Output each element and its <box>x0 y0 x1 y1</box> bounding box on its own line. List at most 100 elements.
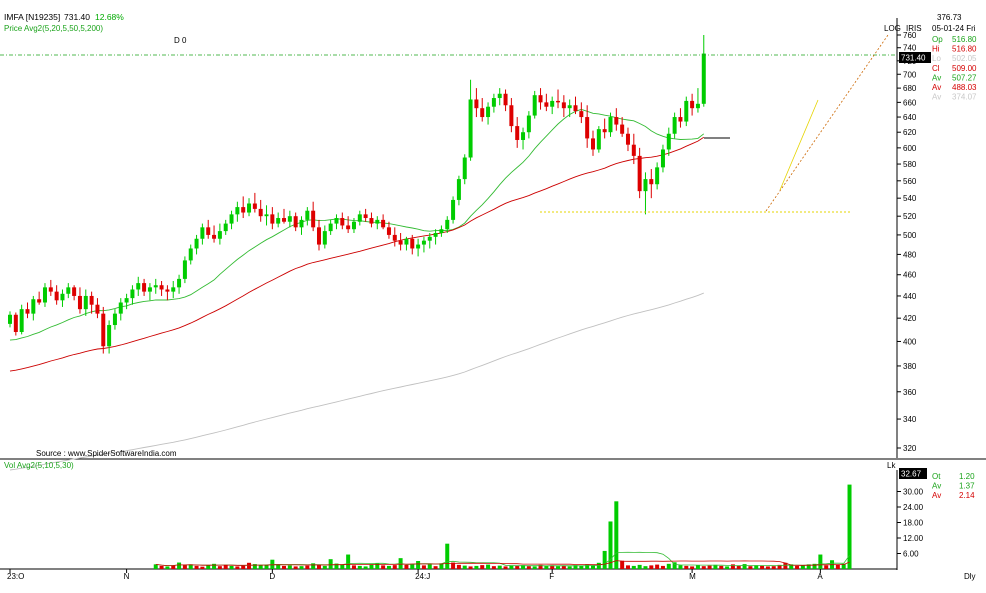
volume-bar <box>456 564 461 569</box>
candle-body <box>311 210 316 228</box>
volume-bar <box>742 564 747 569</box>
candle-body <box>351 221 356 230</box>
vol-tick-label: 18.00 <box>903 519 924 528</box>
volume-bar <box>357 565 362 569</box>
volume-bar <box>556 566 561 569</box>
candle-body <box>142 283 147 292</box>
candle-body <box>83 295 88 310</box>
vol-info-value: 1.37 <box>959 482 975 491</box>
price-tick-label: 500 <box>903 231 917 240</box>
candle-body <box>171 287 176 292</box>
candle-body <box>573 105 578 112</box>
volume-bar <box>328 559 333 569</box>
candle-body <box>299 219 304 228</box>
candle-body <box>66 287 71 294</box>
candle-body <box>206 227 211 235</box>
volume-bar <box>591 565 595 569</box>
info-value: 488.03 <box>952 83 977 92</box>
volume-bar <box>212 563 217 569</box>
vol-info-label: Av <box>932 482 941 491</box>
candle-body <box>445 219 450 230</box>
candle-body <box>287 216 292 222</box>
candle-body <box>357 214 362 222</box>
ma-20-line <box>9 108 705 341</box>
candle-body <box>229 214 234 224</box>
price-tick-label: 680 <box>903 84 917 93</box>
lk-label[interactable]: Lk <box>887 461 896 470</box>
candle-body <box>147 287 152 292</box>
volume-bar <box>771 566 776 569</box>
top-value: 376.73 <box>937 13 962 22</box>
candle-body <box>491 98 496 107</box>
volume-bar <box>835 564 840 569</box>
candle-body <box>258 208 263 217</box>
dly-label[interactable]: Dly <box>964 572 976 581</box>
candle-body <box>31 299 36 314</box>
candle-body <box>608 117 613 133</box>
volume-bar <box>754 565 759 569</box>
candle-body <box>620 124 625 134</box>
volume-bar <box>346 554 351 569</box>
volume-bar <box>818 554 823 569</box>
candle-body <box>538 95 543 103</box>
volume-bar <box>491 566 496 569</box>
volume-bar <box>468 566 473 569</box>
candle-body <box>118 302 123 314</box>
ma-200-line <box>9 292 704 471</box>
candle-body <box>480 108 485 118</box>
iris-label[interactable]: IRIS <box>906 24 922 33</box>
candle-body <box>276 218 281 224</box>
volume-bar <box>462 565 467 569</box>
candle-body <box>48 287 53 292</box>
candle-body <box>200 227 205 239</box>
candle-body <box>316 227 321 245</box>
info-value: 502.05 <box>952 54 977 63</box>
candle-body <box>521 132 526 140</box>
volume-bar <box>439 563 444 569</box>
candle-body <box>130 289 135 299</box>
info-label: Op <box>932 35 943 44</box>
candle-body <box>515 126 520 140</box>
info-label: Av <box>932 83 941 92</box>
log-label[interactable]: LOG <box>884 24 901 33</box>
volume-bar <box>783 562 788 569</box>
candle-body <box>672 117 677 134</box>
candle-body <box>305 210 310 220</box>
candle-body <box>19 309 24 333</box>
info-label: Lo <box>932 54 941 63</box>
vol-ma-30-line <box>155 560 850 567</box>
ma-50-line <box>9 136 705 372</box>
time-axis-labels: 23:O N D 24:J F M A <box>7 569 823 581</box>
moving-averages <box>9 108 705 471</box>
volume-bar <box>614 501 619 569</box>
volume-bar <box>730 564 735 569</box>
price-tick-label: 580 <box>903 160 917 169</box>
candle-body <box>456 179 461 200</box>
volume-bar <box>532 566 537 569</box>
time-tick-label: N <box>124 572 130 581</box>
volume-bar <box>602 550 607 569</box>
info-value: 509.00 <box>952 64 977 73</box>
volume-bar <box>690 566 695 569</box>
candle-body <box>54 291 59 301</box>
volume-bar <box>363 566 368 569</box>
candle-body <box>112 313 117 326</box>
candle-body <box>386 227 391 235</box>
volume-bar <box>620 560 625 569</box>
price-tick-label: 400 <box>903 337 917 346</box>
volume-bar <box>293 566 298 569</box>
volume-bar <box>299 566 304 569</box>
volume-bar <box>625 565 630 569</box>
volume-bar <box>445 543 450 569</box>
price-tick-label: 700 <box>903 70 917 79</box>
volume-bar <box>573 565 578 569</box>
candle-body <box>398 240 403 245</box>
vol-tag-bg <box>899 468 927 479</box>
candle-body <box>212 234 217 239</box>
candle-body <box>550 100 555 107</box>
candle-body <box>159 285 164 290</box>
candle-body <box>433 233 438 237</box>
candle-body <box>264 214 269 217</box>
candle-body <box>60 293 65 301</box>
